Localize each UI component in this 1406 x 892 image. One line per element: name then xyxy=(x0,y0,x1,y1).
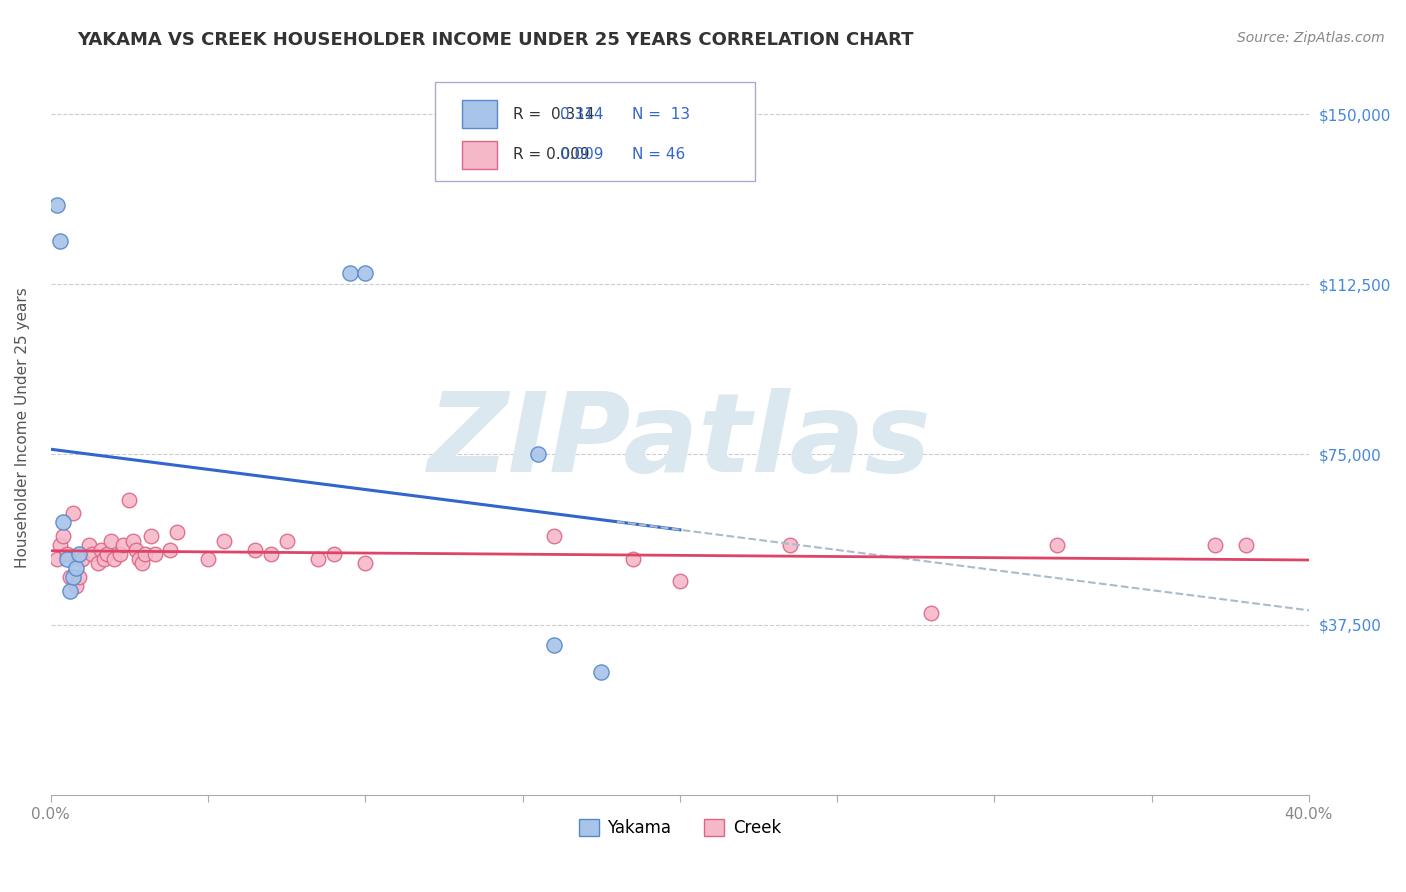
Point xyxy=(100,533,122,548)
Point xyxy=(166,524,188,539)
Point xyxy=(59,583,82,598)
Point xyxy=(621,551,644,566)
FancyBboxPatch shape xyxy=(463,101,498,128)
Point xyxy=(212,533,235,548)
FancyBboxPatch shape xyxy=(463,141,498,169)
Point xyxy=(134,547,156,561)
Point xyxy=(276,533,298,548)
Point xyxy=(543,638,565,652)
Point xyxy=(245,542,267,557)
Point xyxy=(62,507,84,521)
Point xyxy=(118,492,141,507)
Point xyxy=(103,551,125,566)
Point xyxy=(527,447,550,461)
Point xyxy=(1046,538,1069,552)
Point xyxy=(90,542,112,557)
Point xyxy=(72,551,94,566)
Text: N =  13: N = 13 xyxy=(633,107,690,122)
Point xyxy=(543,529,565,543)
Point xyxy=(52,516,75,530)
Point xyxy=(1234,538,1257,552)
Point xyxy=(46,198,69,212)
Text: Source: ZipAtlas.com: Source: ZipAtlas.com xyxy=(1237,31,1385,45)
Point xyxy=(87,556,110,570)
Point xyxy=(112,538,135,552)
Point xyxy=(80,547,103,561)
Point xyxy=(49,538,72,552)
Point xyxy=(591,665,613,680)
Text: R =  0.314: R = 0.314 xyxy=(513,107,595,122)
Point xyxy=(59,570,82,584)
Point xyxy=(55,551,77,566)
Point xyxy=(354,556,377,570)
Text: 0.009: 0.009 xyxy=(561,147,603,162)
Point xyxy=(67,547,90,561)
Point xyxy=(65,579,87,593)
Point xyxy=(55,547,77,561)
Text: YAKAMA VS CREEK HOUSEHOLDER INCOME UNDER 25 YEARS CORRELATION CHART: YAKAMA VS CREEK HOUSEHOLDER INCOME UNDER… xyxy=(77,31,914,49)
Point xyxy=(1204,538,1226,552)
Point xyxy=(121,533,143,548)
Point xyxy=(354,266,377,280)
Point xyxy=(197,551,219,566)
Point xyxy=(108,547,131,561)
FancyBboxPatch shape xyxy=(434,82,755,181)
Point xyxy=(159,542,181,557)
Point xyxy=(77,538,100,552)
Point xyxy=(128,551,150,566)
Point xyxy=(307,551,329,566)
Point xyxy=(125,542,148,557)
Point xyxy=(65,561,87,575)
Point xyxy=(322,547,344,561)
Point xyxy=(67,570,90,584)
Text: ZIPatlas: ZIPatlas xyxy=(427,388,932,495)
Point xyxy=(339,266,361,280)
Text: N = 46: N = 46 xyxy=(633,147,685,162)
Point xyxy=(141,529,163,543)
Point xyxy=(779,538,801,552)
Legend: Yakama, Creek: Yakama, Creek xyxy=(571,810,789,846)
Point xyxy=(260,547,283,561)
Y-axis label: Householder Income Under 25 years: Householder Income Under 25 years xyxy=(15,287,30,567)
Text: R = 0.009: R = 0.009 xyxy=(513,147,589,162)
Text: 0.314: 0.314 xyxy=(561,107,603,122)
Point xyxy=(62,570,84,584)
Point xyxy=(52,529,75,543)
Point xyxy=(96,547,118,561)
Point xyxy=(669,574,692,589)
Point xyxy=(46,551,69,566)
Point xyxy=(131,556,153,570)
Point xyxy=(49,234,72,248)
Point xyxy=(921,606,943,620)
Point xyxy=(143,547,166,561)
Point xyxy=(93,551,115,566)
